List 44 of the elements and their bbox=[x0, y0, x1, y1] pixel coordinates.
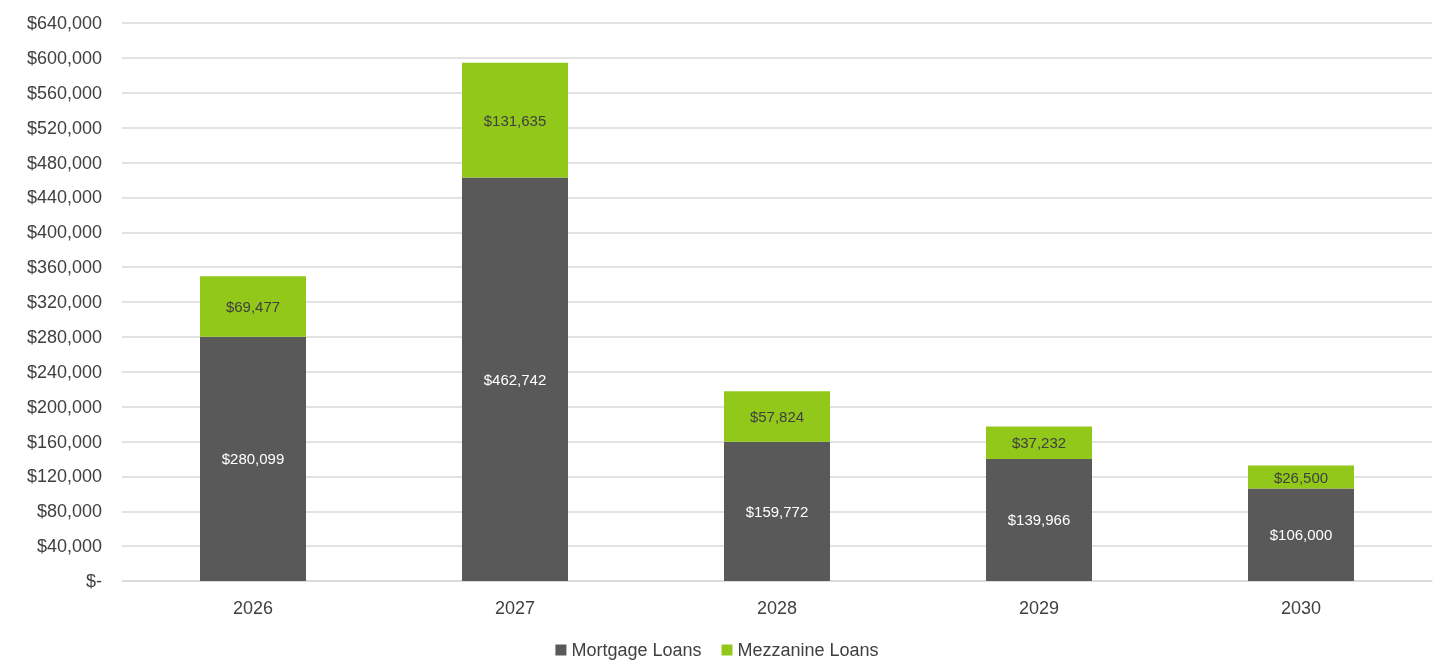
y-tick-label: $440,000 bbox=[26, 187, 102, 208]
y-tick-label: $40,000 bbox=[36, 536, 102, 557]
data-label: $462,742 bbox=[483, 370, 547, 388]
y-tick-label: $200,000 bbox=[26, 396, 102, 417]
bar bbox=[200, 276, 306, 337]
bar bbox=[986, 458, 1092, 581]
y-tick-label: $160,000 bbox=[26, 431, 102, 452]
bar bbox=[200, 336, 306, 581]
x-tick-label: 2026 bbox=[232, 598, 274, 618]
data-label: $106,000 bbox=[1269, 526, 1333, 544]
data-label: $57,824 bbox=[749, 407, 805, 425]
data-label: $69,477 bbox=[225, 298, 281, 315]
bar bbox=[724, 391, 830, 442]
y-tick-label: $240,000 bbox=[26, 361, 102, 382]
x-tick-label: 2030 bbox=[1280, 598, 1322, 618]
bar bbox=[724, 441, 830, 581]
x-tick-label: 2029 bbox=[1018, 598, 1060, 618]
y-tick-label: $520,000 bbox=[26, 117, 102, 138]
bar bbox=[986, 426, 1092, 459]
bar bbox=[462, 177, 568, 581]
data-label: $139,966 bbox=[1007, 511, 1071, 529]
data-label: $280,099 bbox=[221, 450, 285, 468]
y-tick-label: $600,000 bbox=[26, 47, 102, 68]
y-tick-label: $560,000 bbox=[26, 82, 102, 103]
y-tick-label: $120,000 bbox=[26, 466, 102, 487]
y-tick-label: $360,000 bbox=[26, 257, 102, 278]
data-label: $26,500 bbox=[1273, 468, 1329, 486]
y-tick-label: $- bbox=[85, 571, 102, 591]
legend-label: Mortgage Loans bbox=[571, 640, 702, 660]
legend-label: Mezzanine Loans bbox=[737, 640, 879, 660]
data-label: $37,232 bbox=[1011, 434, 1067, 452]
x-tick-label: 2028 bbox=[756, 598, 798, 618]
y-tick-label: $640,000 bbox=[26, 13, 102, 33]
bar bbox=[1248, 465, 1354, 489]
bar bbox=[462, 62, 568, 178]
bar bbox=[1248, 488, 1354, 581]
y-tick-label: $480,000 bbox=[26, 152, 102, 173]
y-tick-label: $280,000 bbox=[26, 326, 102, 347]
y-tick-label: $400,000 bbox=[26, 222, 102, 243]
x-tick-label: 2027 bbox=[494, 598, 536, 618]
y-tick-label: $80,000 bbox=[36, 501, 102, 522]
data-label: $131,635 bbox=[483, 111, 547, 129]
data-label: $159,772 bbox=[745, 502, 809, 520]
y-tick-label: $320,000 bbox=[26, 292, 102, 312]
